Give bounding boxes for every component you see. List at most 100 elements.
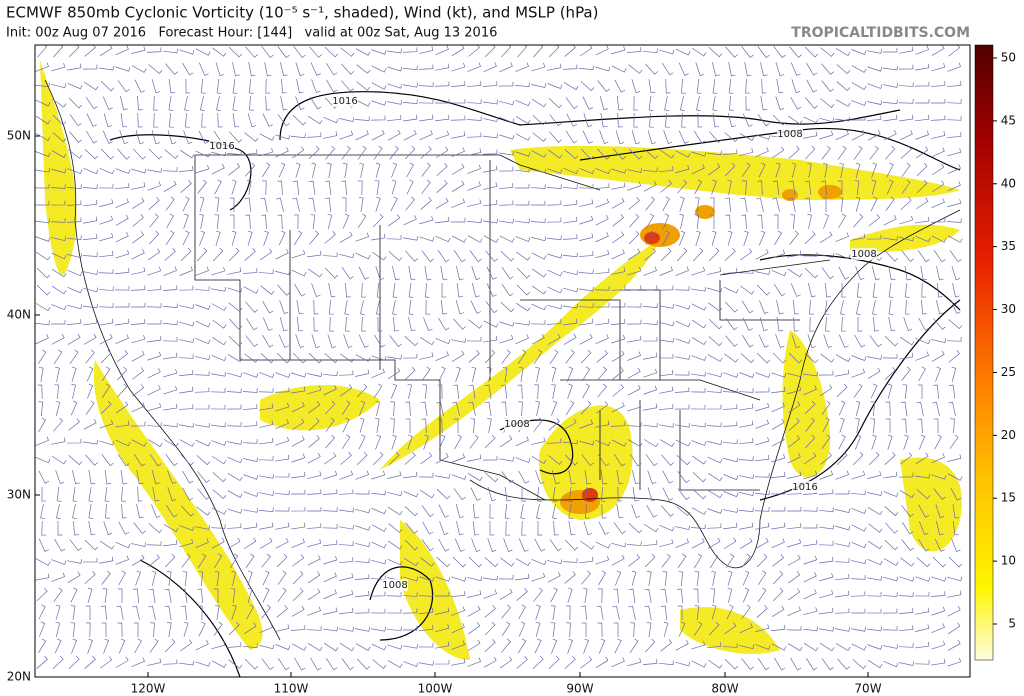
wind-barb [678, 62, 689, 76]
wind-barb [226, 422, 242, 427]
wind-barb [275, 134, 291, 140]
wind-barb [130, 285, 146, 291]
wind-barb [677, 605, 683, 621]
colorbar-label: 20 [1001, 428, 1016, 442]
wind-barb [100, 656, 113, 669]
wind-barb [279, 300, 289, 315]
wind-barb [435, 641, 450, 649]
wind-barb [403, 576, 419, 582]
wind-barb [643, 439, 659, 448]
wind-barb [244, 248, 256, 261]
wind-barb [52, 132, 67, 143]
wind-barb [757, 587, 767, 603]
wind-barb [307, 606, 322, 616]
wind-barb [99, 318, 114, 326]
wind-barb [390, 418, 395, 434]
wind-barb [435, 235, 451, 243]
wind-barb [327, 163, 332, 178]
wind-barb [308, 352, 323, 364]
wind-barb [179, 660, 194, 666]
wind-barb [695, 230, 701, 246]
wind-barb [245, 162, 256, 177]
wind-barb [950, 300, 961, 314]
wind-barb [67, 333, 81, 345]
wind-barb [66, 200, 82, 206]
wind-barb [677, 179, 688, 194]
wind-barb [339, 590, 354, 599]
wind-barb [518, 621, 526, 637]
wind-barb [355, 590, 370, 598]
wind-barb [837, 658, 850, 670]
wind-barb [870, 383, 878, 399]
wind-barb [500, 301, 515, 313]
wind-barb [838, 197, 844, 212]
wind-barb [854, 334, 866, 348]
wind-barb [931, 198, 945, 209]
wind-barb [82, 557, 98, 563]
wind-barb [611, 65, 627, 73]
wind-barb [546, 319, 562, 325]
wind-barb [483, 218, 498, 224]
wind-barb [313, 316, 319, 332]
wind-barb [324, 267, 339, 279]
wind-barb [99, 286, 114, 292]
wind-barb [163, 422, 178, 428]
wind-barb [627, 367, 641, 379]
wind-barb [483, 235, 499, 243]
wind-barb [515, 457, 531, 463]
wind-barb [550, 587, 558, 603]
wind-barb [787, 453, 801, 464]
wind-barb [51, 268, 67, 278]
wind-barb [102, 96, 113, 110]
wind-barb [264, 62, 272, 77]
wind-barb [387, 644, 403, 650]
wind-barb [947, 148, 962, 157]
wind-barb [838, 434, 846, 450]
wind-barb [339, 627, 354, 632]
wind-barb [322, 489, 338, 495]
wind-barb [518, 401, 523, 417]
wind-barb [115, 249, 130, 259]
wind-barb [647, 571, 652, 586]
wind-barb [611, 350, 625, 362]
wind-barb [595, 541, 611, 549]
wind-barb [739, 474, 755, 479]
wind-barb [870, 401, 876, 416]
wind-barb [37, 349, 47, 365]
wind-barb [232, 113, 240, 128]
wind-barb [211, 641, 226, 650]
wind-barb [802, 523, 818, 529]
wind-barb [148, 148, 163, 160]
wind-barb [67, 286, 83, 294]
wind-barb [195, 661, 211, 667]
wind-barb [595, 555, 610, 565]
wind-barb [547, 286, 563, 294]
wind-barb [84, 148, 99, 160]
wind-barb [947, 473, 963, 481]
wind-barb [547, 253, 563, 259]
wind-barb [596, 401, 609, 414]
wind-barb [756, 553, 768, 568]
wind-barb [900, 145, 912, 159]
wind-barb [741, 300, 754, 314]
wind-barb [952, 504, 960, 519]
wind-barb [486, 283, 497, 297]
wind-barb [931, 474, 947, 480]
wind-barb [628, 64, 643, 74]
wind-barb [211, 354, 227, 362]
wind-barb [115, 318, 130, 326]
wind-barb [325, 62, 338, 76]
wind-barb [853, 145, 863, 160]
wind-barb [918, 366, 926, 382]
wind-barb [675, 165, 690, 174]
wind-barb [708, 302, 723, 312]
wind-barb [451, 45, 465, 56]
wind-barb [405, 250, 419, 262]
wind-barb [579, 215, 594, 225]
wind-barb [214, 179, 222, 195]
wind-barb [376, 283, 382, 298]
wind-barb [387, 367, 401, 380]
wind-barb [275, 454, 290, 462]
wind-barb [101, 570, 111, 585]
wind-barb [420, 452, 433, 465]
